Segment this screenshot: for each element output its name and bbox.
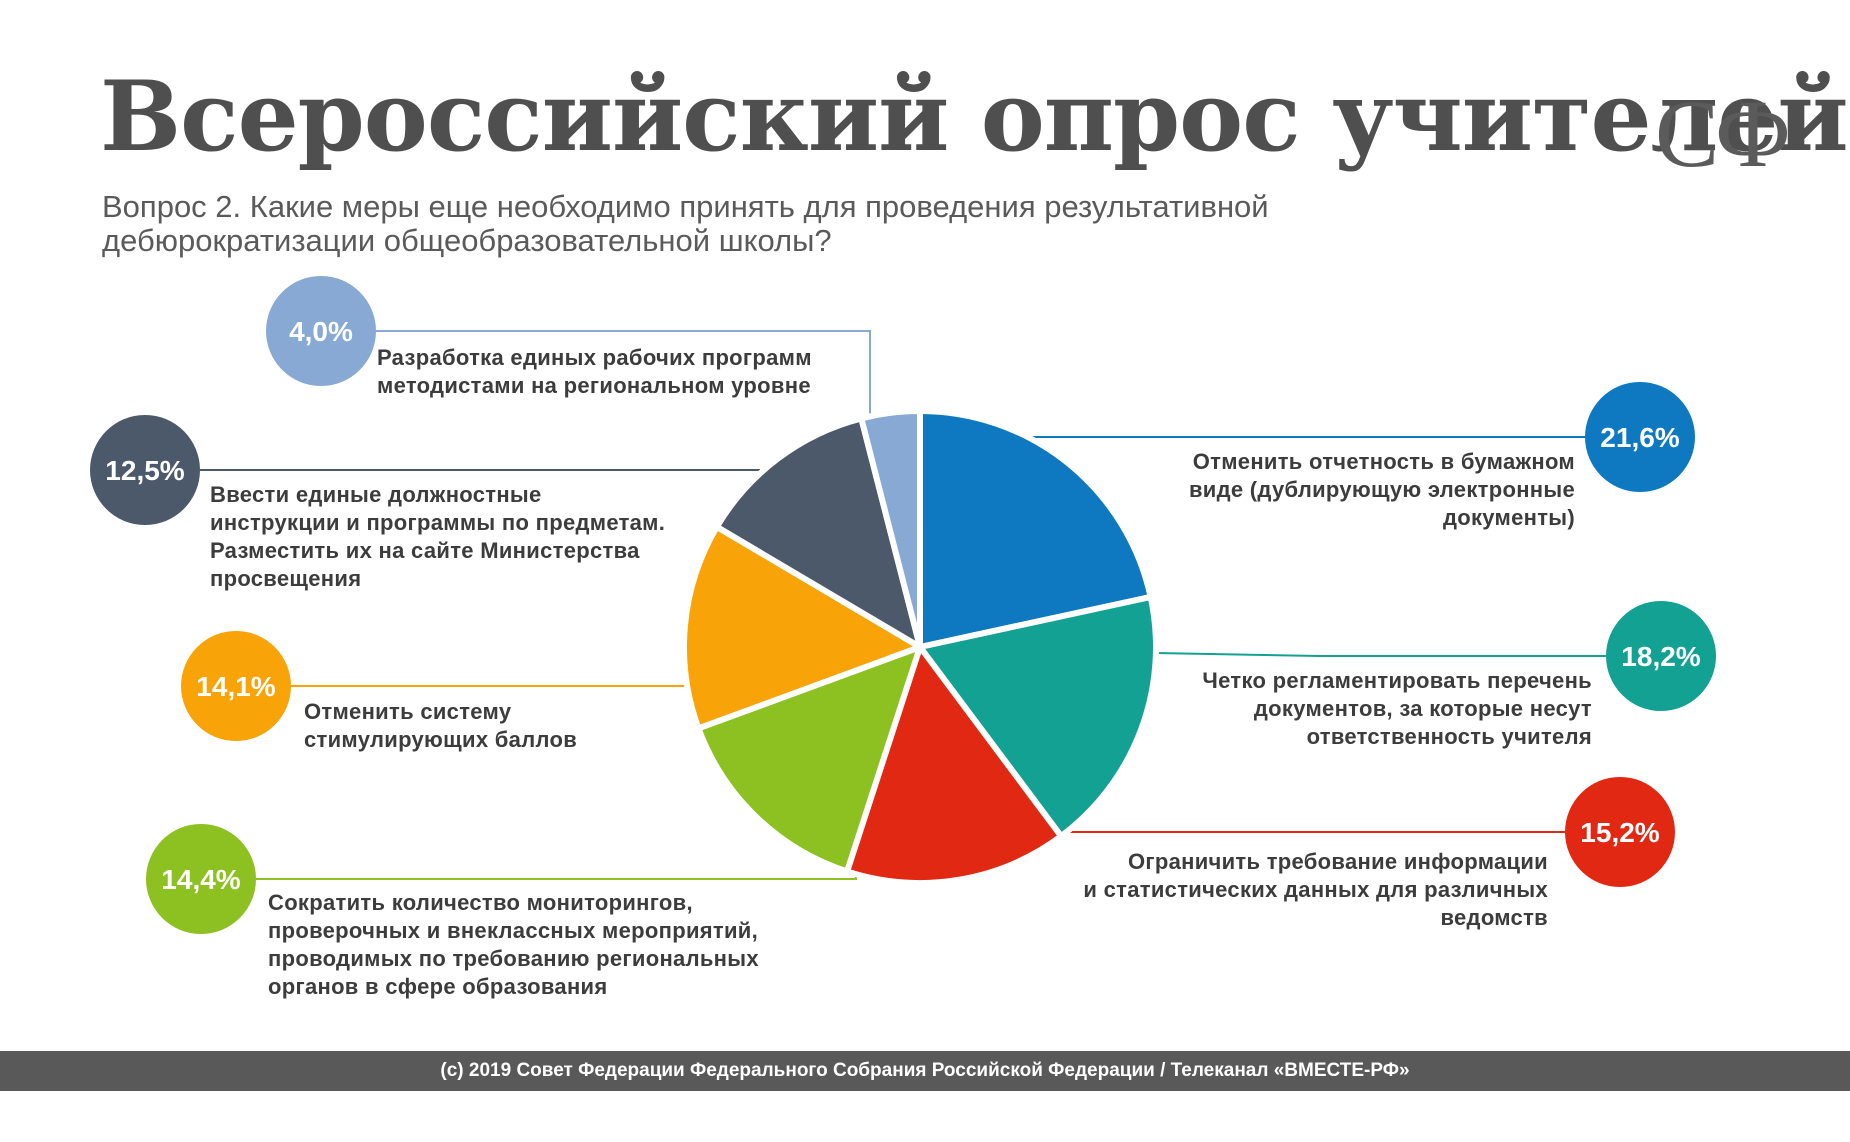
pie-slice <box>695 644 923 875</box>
value-label: 4,0% <box>289 316 353 347</box>
leader-line <box>1154 652 1606 657</box>
leader-line <box>376 330 871 418</box>
pie-slice <box>681 523 923 732</box>
label-slice-6: Ввести единые должностные инструкции и п… <box>210 482 666 591</box>
subtitle-line: Вопрос 2. Какие меры еще необходимо прин… <box>102 189 1269 224</box>
label-slice-3: Ограничить требование информации и стати… <box>1083 849 1548 930</box>
label-slice-7: Разработка единых рабочих программ метод… <box>377 345 812 398</box>
value-bubble <box>181 631 291 741</box>
value-bubble <box>266 276 376 386</box>
value-bubble <box>1585 382 1695 492</box>
value-bubble <box>1606 601 1716 711</box>
pie-slice <box>917 408 1154 650</box>
value-bubble <box>90 415 200 525</box>
value-label: 14,4% <box>161 864 240 895</box>
value-label: 15,2% <box>1580 817 1659 848</box>
value-label: 18,2% <box>1621 641 1700 672</box>
subtitle-line: дебюрократизации общеобразовательной шко… <box>102 223 832 258</box>
value-bubble <box>1565 777 1675 887</box>
subtitle: Вопрос 2. Какие меры еще необходимо прин… <box>102 190 1402 258</box>
footer: (c) 2019 Совет Федерации Федерального Со… <box>0 1051 1850 1091</box>
value-bubble <box>146 824 256 934</box>
value-label: 14,1% <box>196 671 275 702</box>
label-slice-2: Четко регламентировать перечень документ… <box>1202 668 1592 749</box>
value-label: 21,6% <box>1600 422 1679 453</box>
label-slice-4: Сократить количество мониторингов, прове… <box>268 890 759 999</box>
pie-slice <box>858 408 923 650</box>
leader-line <box>256 845 857 880</box>
pie-slice <box>844 644 1065 886</box>
label-slice-1: Отменить отчетность в бумажном виде (дуб… <box>1188 449 1575 530</box>
pie-slice <box>917 593 1159 840</box>
logo: СФ <box>1655 80 1791 187</box>
value-label: 12,5% <box>105 455 184 486</box>
label-slice-5: Отменить систему стимулирующих баллов <box>304 699 578 752</box>
pie-slice <box>713 415 923 650</box>
page-title: Всероссийский опрос учителей <box>100 60 1849 173</box>
